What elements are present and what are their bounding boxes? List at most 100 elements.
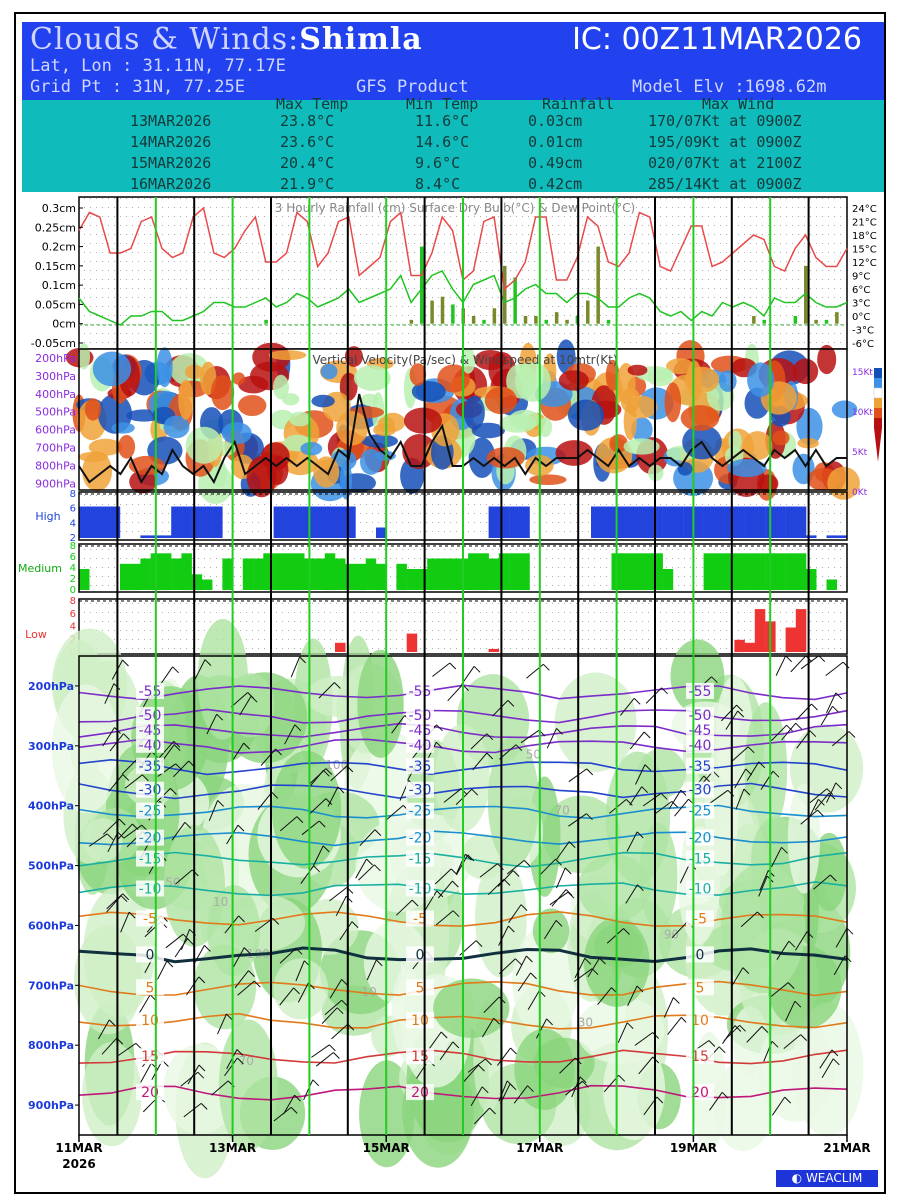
isotherm-label-bg	[136, 1084, 164, 1101]
wind-barb-flag	[757, 911, 764, 919]
wind-barb-flag	[530, 972, 537, 980]
humidity-patch	[82, 818, 123, 862]
wind-barb	[138, 994, 151, 1014]
wind-barb	[731, 967, 744, 987]
wind-barb	[674, 798, 689, 817]
rainfall-tick-label: 0cm	[52, 318, 76, 331]
wind-barb-flag	[832, 705, 839, 713]
wind-barb	[313, 845, 324, 866]
wind-barb	[492, 700, 509, 717]
cloud-bar	[672, 506, 684, 538]
wind-barb-flag	[512, 870, 520, 877]
wind-barb	[800, 655, 820, 670]
wind-barb-flag	[170, 788, 177, 795]
wind-barb	[185, 976, 200, 996]
velocity-cell	[344, 346, 363, 367]
model-elevation: Model Elv :1698.62m	[632, 77, 827, 97]
cloud-bar	[468, 553, 479, 591]
cloud-bar	[212, 506, 223, 538]
wind-barb-flag	[510, 1047, 517, 1055]
humidity-patch	[514, 1028, 575, 1111]
wind-barbs	[88, 655, 856, 1125]
meteogram-panel: 3 Hourly Rainfall (cm) Surface Dry Bulb(…	[31, 196, 877, 350]
isotherm-label: 0	[416, 947, 425, 963]
wind-barb	[771, 1096, 786, 1116]
wind-barb	[237, 980, 255, 996]
wind-barb-flag	[248, 970, 255, 977]
wind-barb-flag	[436, 724, 443, 732]
wind-barb-flag	[515, 958, 522, 966]
wind-barb	[174, 938, 188, 958]
wind-barb-flag	[290, 1107, 298, 1114]
vv-tick-label: 300hPa	[35, 370, 76, 383]
wind-barb-flag	[582, 1080, 589, 1088]
wind-barb-flag	[272, 918, 280, 925]
velocity-cell	[210, 375, 235, 411]
isotherm-label: 5	[416, 980, 425, 996]
wind-barb-flag	[848, 731, 856, 738]
velocity-cell	[515, 361, 551, 402]
cloud-bar	[724, 553, 735, 591]
wind-barb	[759, 870, 769, 891]
wind-barb	[740, 911, 758, 928]
rainfall-bar	[596, 246, 600, 324]
wind-barb	[629, 731, 645, 750]
wind-barb-flag	[736, 704, 743, 712]
rainfall-tick-label: 0.05cm	[35, 298, 76, 311]
wind-barb	[279, 947, 297, 964]
isotherm-label: -20	[689, 831, 712, 847]
humidity-patch	[554, 672, 637, 772]
cloud-bar	[754, 553, 766, 591]
wind-barb-flag	[299, 656, 306, 664]
isotherm-label-bg	[136, 706, 164, 723]
wind-barb	[279, 987, 294, 1006]
rainfall-bar	[482, 319, 486, 324]
rainfall-bar	[492, 308, 497, 324]
cloud-bar	[642, 506, 653, 538]
cloud-tick-label: 0	[70, 585, 76, 596]
pressure-tick-label: 500hPa	[28, 860, 74, 873]
x-tick-label: 15MAR	[363, 1141, 410, 1155]
wind-barb-flag	[618, 1074, 626, 1082]
cloud-tick-label: 6	[70, 552, 76, 563]
isotherm-label: 15	[411, 1049, 429, 1065]
cloud-bar	[406, 569, 418, 590]
isotherm-label-bg	[136, 736, 164, 753]
temperature-tick-label: 6°C	[852, 285, 870, 296]
wind-barb-flag	[440, 1031, 448, 1039]
wind-barb-flag	[296, 816, 304, 823]
cloud-bar	[806, 569, 817, 590]
wind-barb-flag	[599, 957, 606, 965]
wind-barb-flag	[523, 860, 531, 867]
wind-barb	[546, 728, 557, 749]
wind-barb	[721, 704, 737, 722]
vertical-velocity-y-axis: 200hPa 300hPa 400hPa 500hPa 600hPa 700hPa 800h…	[35, 352, 76, 490]
wind-barb-flag	[452, 910, 460, 918]
isotherm-label: 10	[691, 1013, 709, 1029]
wind-barb-flag	[337, 786, 345, 794]
wind-barb	[634, 1032, 653, 1046]
wind-barb	[573, 968, 593, 982]
wind-barb	[158, 740, 175, 759]
cloud-tick-label: 4	[70, 518, 76, 529]
wind-barb-flag	[250, 695, 258, 703]
wind-barb	[833, 955, 846, 976]
wind-barb-flag	[584, 957, 592, 965]
wind-barb	[156, 960, 168, 981]
wind-barb-flag	[275, 748, 282, 756]
wind-barb-flag	[586, 768, 594, 776]
cloud-tick-label: 6	[70, 504, 76, 515]
cloud-bar	[427, 558, 438, 590]
wind-barb-flag	[842, 661, 850, 669]
high-cloud-panel: High 8 6 4 2	[35, 489, 848, 544]
cloud-bar	[703, 506, 715, 538]
rainfall-bar	[752, 316, 756, 324]
wind-barb-flag	[493, 1017, 501, 1025]
wind-barb-flag	[187, 938, 194, 946]
temperature-tick-label: 3°C	[852, 299, 870, 310]
isotherm-label: -30	[139, 783, 162, 799]
wind-barb	[735, 788, 745, 810]
wind-barb	[173, 760, 190, 778]
